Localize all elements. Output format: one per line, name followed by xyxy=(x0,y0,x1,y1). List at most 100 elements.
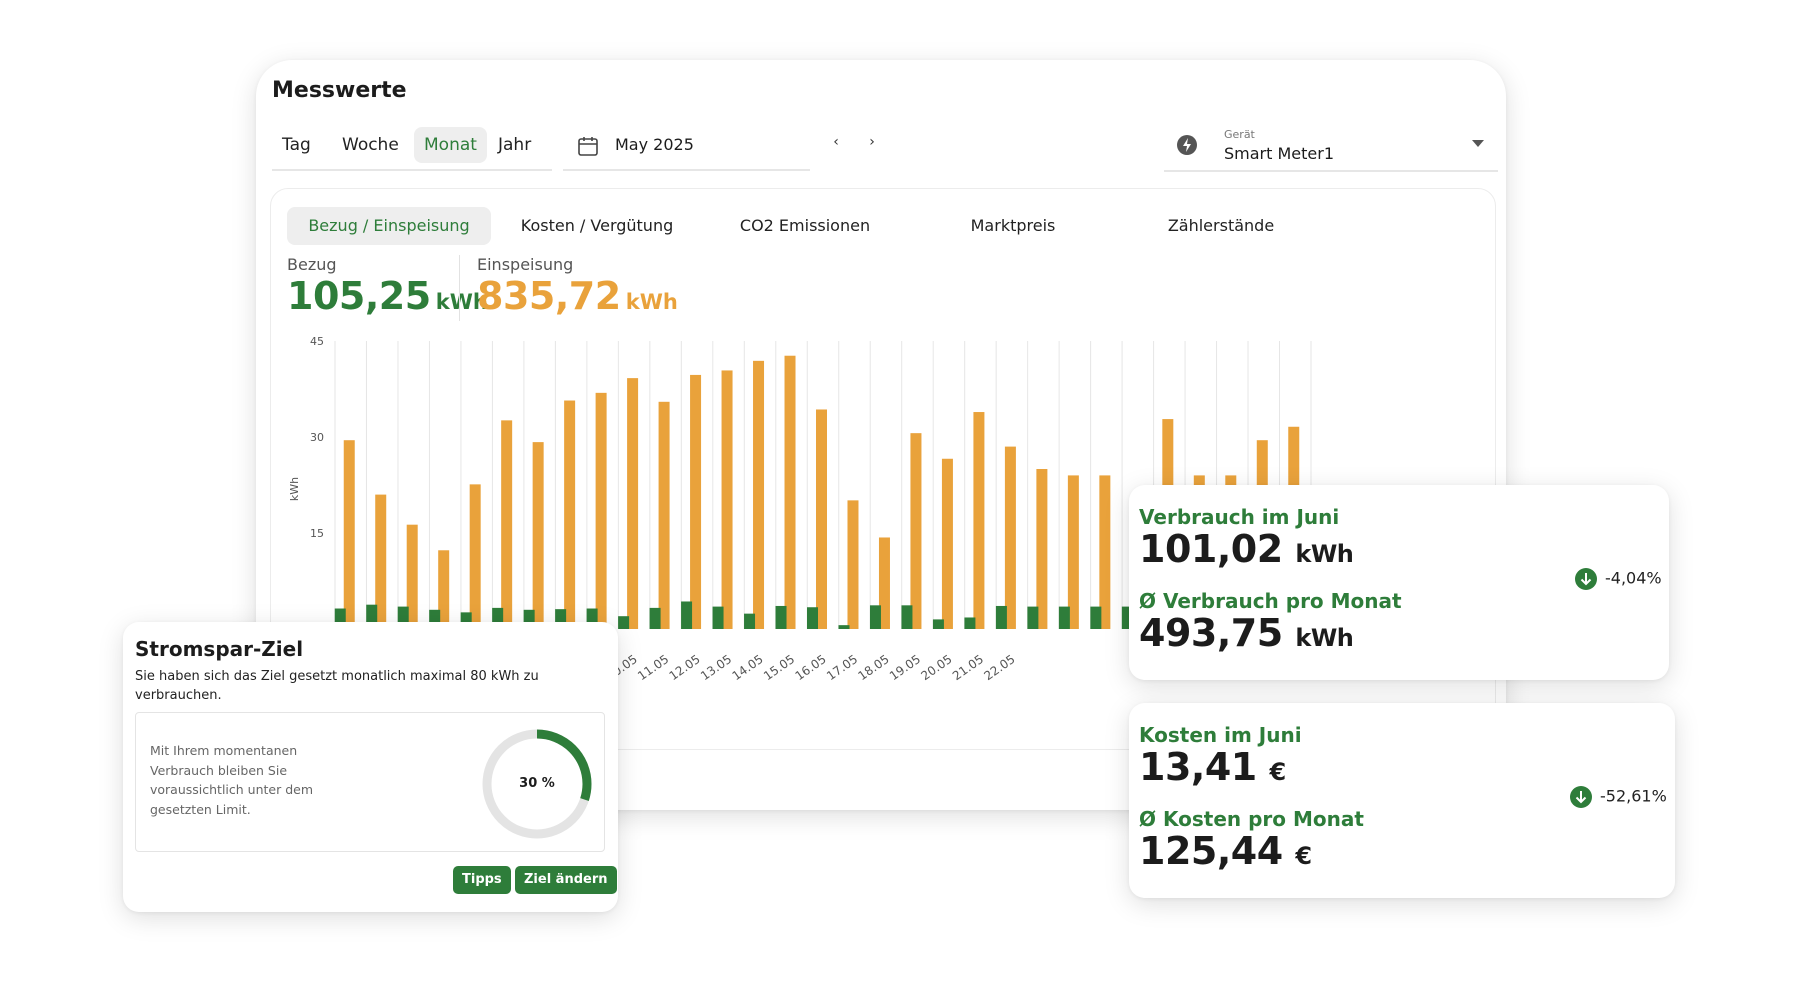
avg-consumption-value: 493,75 xyxy=(1139,611,1283,655)
einspeisung-bar xyxy=(564,400,576,629)
einspeisung-bar xyxy=(343,440,355,629)
prev-month-button[interactable]: ‹ xyxy=(833,134,839,150)
date-value: May 2025 xyxy=(615,135,694,154)
x-tick-label: 18.05 xyxy=(856,652,892,683)
page-title: Messwerte xyxy=(272,78,407,103)
progress-donut xyxy=(482,729,592,839)
tab-day[interactable]: Tag xyxy=(282,135,311,155)
tips-button[interactable]: Tipps xyxy=(453,866,511,894)
tab-week[interactable]: Woche xyxy=(342,135,399,155)
meter-icon xyxy=(1177,135,1197,155)
einspeisung-bar xyxy=(784,355,796,629)
progress-label: 30 % xyxy=(519,776,555,791)
x-tick-label: 15.05 xyxy=(761,652,797,683)
bezug-bar xyxy=(523,609,535,629)
bezug-value: 105,25 xyxy=(287,274,431,318)
x-tick-label: 11.05 xyxy=(635,652,671,683)
bezug-label: Bezug xyxy=(287,255,337,274)
date-picker[interactable]: May 2025 xyxy=(563,127,810,171)
x-tick-label: 22.05 xyxy=(981,652,1017,683)
einspeisung-unit: kWh xyxy=(625,290,678,314)
cost-change: -52,61% xyxy=(1570,786,1667,808)
einspeisung-bar xyxy=(847,500,859,629)
bezug-bar xyxy=(775,605,787,629)
cost-june-value: 13,41 xyxy=(1139,745,1257,789)
bezug-bar xyxy=(901,605,913,629)
bezug-bar xyxy=(869,605,881,629)
einspeisung-bar xyxy=(1099,475,1111,629)
x-tick-label: 19.05 xyxy=(887,652,923,683)
goal-title: Stromspar-Ziel xyxy=(135,637,304,661)
einspeisung-bar xyxy=(941,458,953,629)
bezug-bar xyxy=(807,607,818,629)
einspeisung-bar xyxy=(406,524,418,629)
tab-kosten-verguetung[interactable]: Kosten / Vergütung xyxy=(520,216,674,235)
bezug-bar xyxy=(555,609,567,629)
tab-marktpreis[interactable]: Marktpreis xyxy=(970,216,1056,235)
goal-description: Sie haben sich das Ziel gesetzt monatlic… xyxy=(135,669,539,703)
y-tick-label: 30 xyxy=(310,431,324,444)
x-tick-label: 21.05 xyxy=(950,652,986,683)
bezug-bar xyxy=(932,619,944,629)
bezug-bar xyxy=(366,604,378,629)
period-tabs: Tag Woche Monat Jahr xyxy=(272,127,552,171)
avg-cost-value: 125,44 xyxy=(1139,829,1283,873)
arrow-down-icon xyxy=(1575,568,1597,590)
einspeisung-bar xyxy=(973,412,985,629)
goal-status-text: Mit Ihrem momentanen Verbrauch bleiben S… xyxy=(150,743,314,817)
tab-bezug-einspeisung[interactable]: Bezug / Einspeisung xyxy=(287,207,491,245)
consumption-change-value: -4,04% xyxy=(1605,568,1662,588)
einspeisung-bar xyxy=(753,360,765,629)
tab-co2-emissionen[interactable]: CO2 Emissionen xyxy=(739,216,871,235)
bezug-bar xyxy=(492,607,504,629)
einspeisung-bar xyxy=(501,420,513,629)
bezug-bar xyxy=(1121,606,1133,629)
avg-consumption-heading: Ø Verbrauch pro Monat xyxy=(1139,589,1402,613)
einspeisung-bar xyxy=(816,409,827,629)
bezug-bar xyxy=(1027,606,1039,629)
einspeisung-bar xyxy=(721,370,733,629)
einspeisung-bar xyxy=(532,442,544,629)
stat-divider xyxy=(459,255,460,321)
bezug-bar xyxy=(681,601,693,629)
next-month-button[interactable]: › xyxy=(869,134,875,150)
device-select[interactable]: Gerät Smart Meter1 xyxy=(1164,122,1498,172)
arrow-down-icon xyxy=(1570,786,1592,808)
einspeisung-bar xyxy=(469,484,481,629)
bezug-unit: kWh xyxy=(435,290,488,314)
bezug-bar xyxy=(429,609,441,629)
einspeisung-bar xyxy=(375,494,387,629)
goal-status-box: Mit Ihrem momentanen Verbrauch bleiben S… xyxy=(135,712,605,852)
y-tick-label: 45 xyxy=(310,335,324,348)
y-tick-label: 15 xyxy=(310,527,324,540)
bezug-bar xyxy=(964,617,976,629)
x-tick-label: 14.05 xyxy=(730,652,766,683)
tab-year[interactable]: Jahr xyxy=(498,135,532,155)
cost-card: Kosten im Juni 13,41 € Ø Kosten pro Mona… xyxy=(1129,703,1675,898)
bezug-bar xyxy=(397,606,409,629)
einspeisung-bar xyxy=(690,374,702,629)
einspeisung-bar xyxy=(658,401,670,629)
tab-zaehlerstaende[interactable]: Zählerstände xyxy=(1167,216,1275,235)
bezug-bar xyxy=(334,608,346,629)
x-tick-label: 13.05 xyxy=(698,652,734,683)
einspeisung-bar xyxy=(1036,469,1048,629)
change-goal-button[interactable]: Ziel ändern xyxy=(515,866,617,894)
bezug-bar xyxy=(995,605,1007,629)
consumption-june-value-row: 101,02 kWh xyxy=(1139,527,1354,571)
progress-arc xyxy=(482,729,592,839)
cost-change-value: -52,61% xyxy=(1600,786,1667,806)
avg-cost-unit: € xyxy=(1295,842,1312,870)
chevron-down-icon xyxy=(1472,140,1484,147)
avg-cost-heading: Ø Kosten pro Monat xyxy=(1139,807,1364,831)
avg-consumption-unit: kWh xyxy=(1295,624,1354,652)
einspeisung-bar xyxy=(910,433,922,629)
consumption-card: Verbrauch im Juni 101,02 kWh Ø Verbrauch… xyxy=(1129,485,1669,680)
einspeisung-label: Einspeisung xyxy=(477,255,574,274)
tab-month[interactable]: Monat xyxy=(414,127,487,163)
avg-cost-value-row: 125,44 € xyxy=(1139,829,1312,873)
cost-june-heading: Kosten im Juni xyxy=(1139,723,1302,747)
calendar-icon xyxy=(578,137,598,156)
savings-goal-card: Stromspar-Ziel Sie haben sich das Ziel g… xyxy=(123,622,618,912)
device-value: Smart Meter1 xyxy=(1224,144,1335,163)
